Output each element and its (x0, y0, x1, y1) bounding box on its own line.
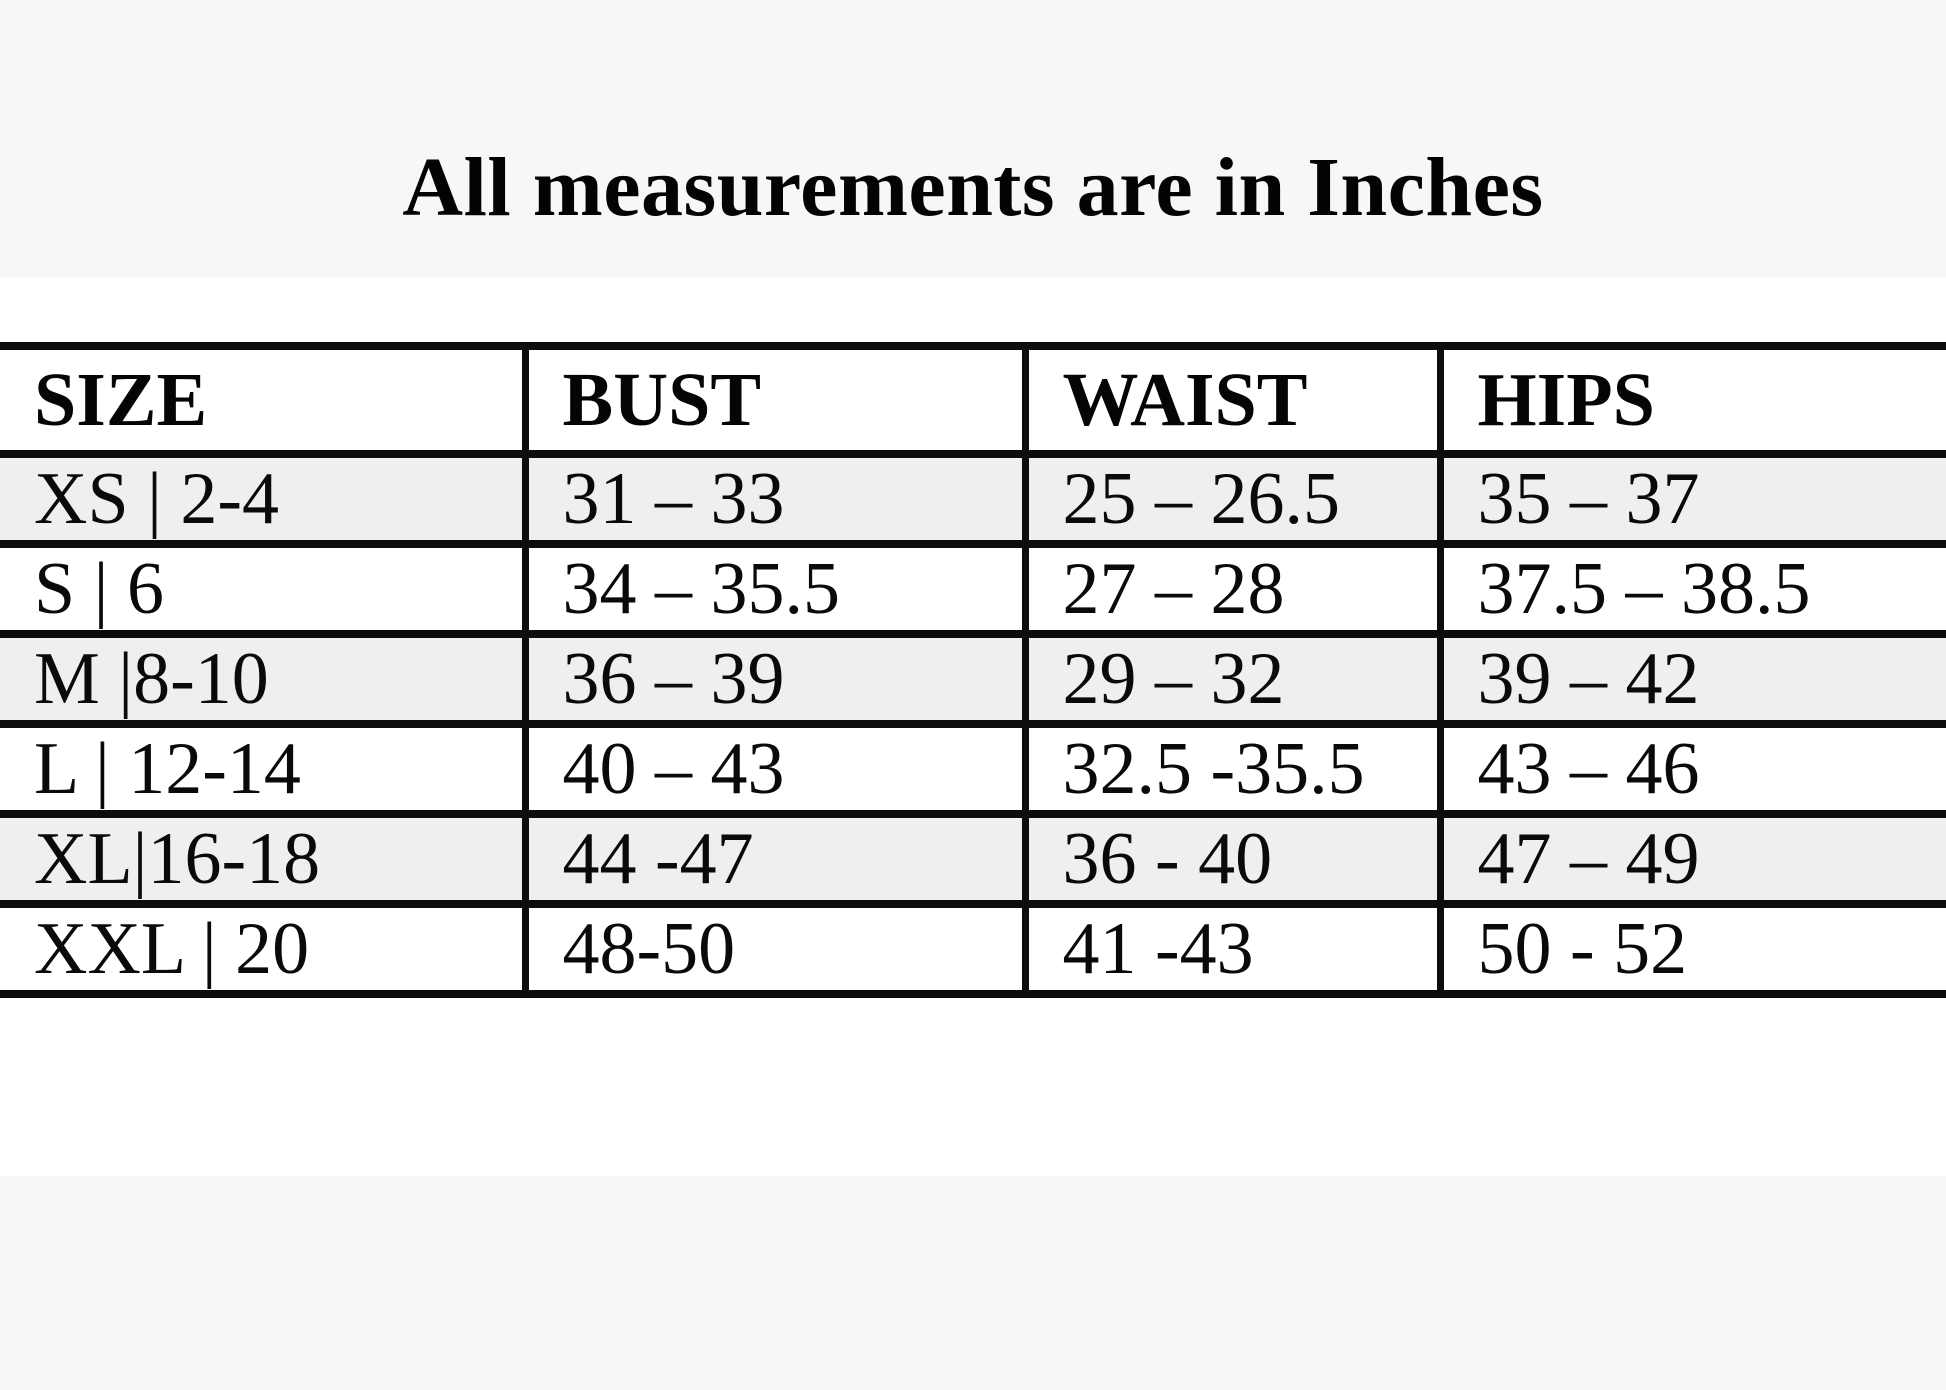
cell-hips: 43 – 46 (1436, 720, 1946, 818)
cell-hips: 37.5 – 38.5 (1436, 540, 1946, 638)
cell-size: XS | 2-4 (0, 450, 525, 548)
cell-bust: 36 – 39 (521, 630, 1025, 728)
col-header-hips: HIPS (1436, 342, 1946, 458)
cell-size: M |8-10 (0, 630, 525, 728)
cell-hips: 50 - 52 (1436, 900, 1946, 998)
col-header-size: SIZE (0, 342, 525, 458)
cell-size: XXL | 20 (0, 900, 525, 998)
cell-size: S | 6 (0, 540, 525, 638)
table-row-xxl: XXL | 20 48-50 41 -43 50 - 52 (0, 900, 1946, 998)
cell-waist: 25 – 26.5 (1021, 450, 1440, 548)
page-title: All measurements are in Inches (402, 141, 1544, 234)
header-row: SIZE BUST WAIST HIPS (0, 342, 1946, 458)
col-header-waist: WAIST (1021, 342, 1440, 458)
table-row-l: L | 12-14 40 – 43 32.5 -35.5 43 – 46 (0, 720, 1946, 818)
col-header-bust: BUST (521, 342, 1025, 458)
table-row-s: S | 6 34 – 35.5 27 – 28 37.5 – 38.5 (0, 540, 1946, 638)
cell-bust: 40 – 43 (521, 720, 1025, 818)
cell-waist: 36 - 40 (1021, 810, 1440, 908)
cell-hips: 39 – 42 (1436, 630, 1946, 728)
cell-bust: 48-50 (521, 900, 1025, 998)
table-row-xl: XL|16-18 44 -47 36 - 40 47 – 49 (0, 810, 1946, 908)
content-area: SIZE BUST WAIST HIPS XS | 2-4 31 – 33 25… (0, 342, 1946, 1176)
cell-bust: 34 – 35.5 (521, 540, 1025, 638)
bottom-band (0, 1176, 1946, 1390)
cell-waist: 27 – 28 (1021, 540, 1440, 638)
cell-size: XL|16-18 (0, 810, 525, 908)
cell-waist: 29 – 32 (1021, 630, 1440, 728)
cell-waist: 41 -43 (1021, 900, 1440, 998)
cell-size: L | 12-14 (0, 720, 525, 818)
cell-bust: 31 – 33 (521, 450, 1025, 548)
top-band: All measurements are in Inches (0, 0, 1946, 278)
cell-waist: 32.5 -35.5 (1021, 720, 1440, 818)
size-chart-table: SIZE BUST WAIST HIPS XS | 2-4 31 – 33 25… (0, 342, 1946, 998)
cell-bust: 44 -47 (521, 810, 1025, 908)
cell-hips: 47 – 49 (1436, 810, 1946, 908)
cell-hips: 35 – 37 (1436, 450, 1946, 548)
table-row-m: M |8-10 36 – 39 29 – 32 39 – 42 (0, 630, 1946, 728)
table-row-xs: XS | 2-4 31 – 33 25 – 26.5 35 – 37 (0, 450, 1946, 548)
